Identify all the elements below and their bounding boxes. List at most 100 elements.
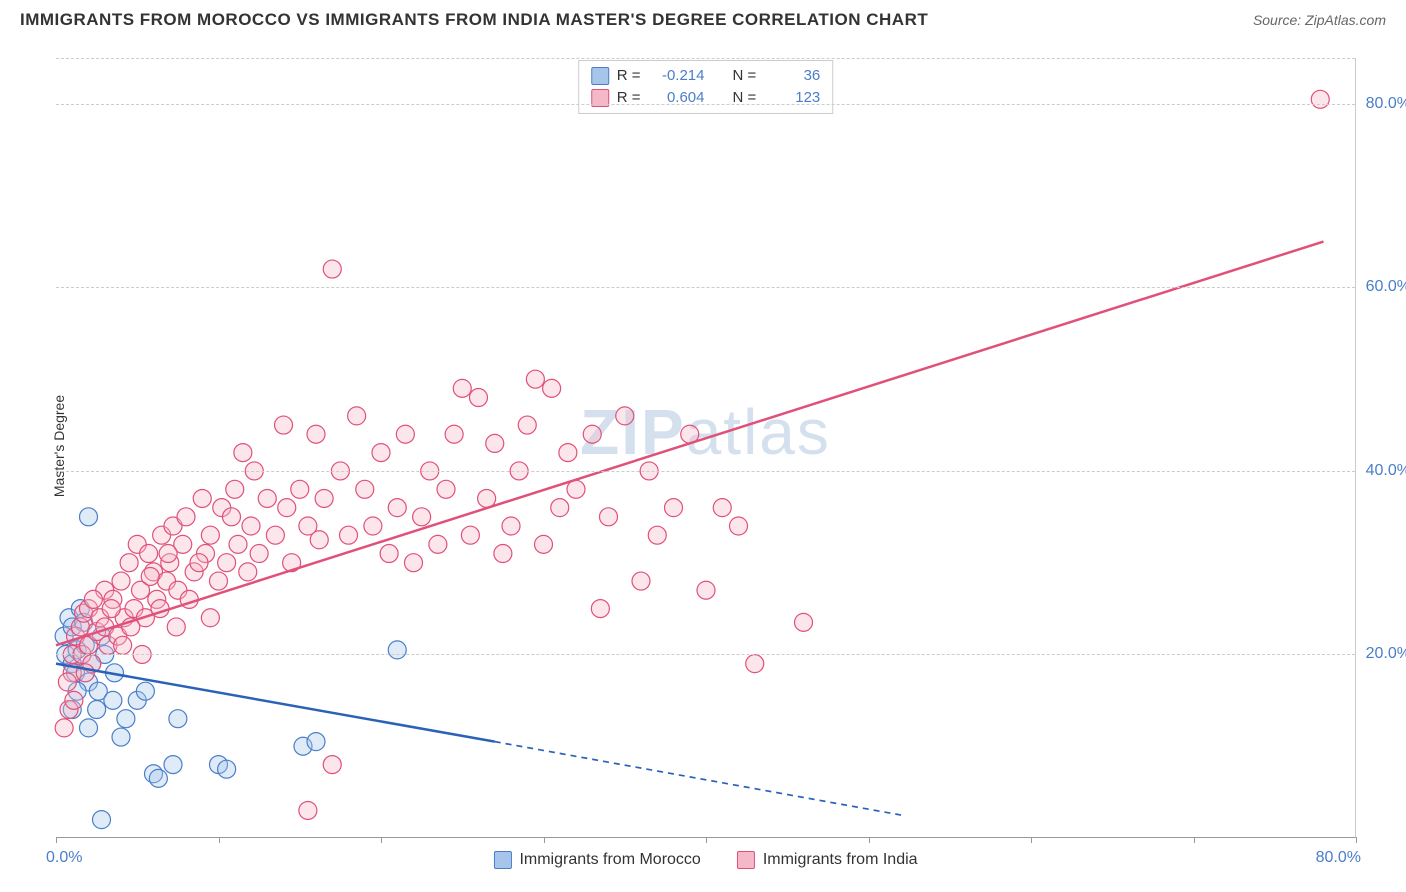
- data-point-india: [223, 508, 241, 526]
- data-point-india: [250, 545, 268, 563]
- swatch-morocco-icon: [493, 851, 511, 869]
- data-point-morocco: [80, 719, 98, 737]
- chart-header: IMMIGRANTS FROM MOROCCO VS IMMIGRANTS FR…: [0, 0, 1406, 34]
- data-point-india: [461, 526, 479, 544]
- data-point-india: [159, 545, 177, 563]
- data-point-india: [591, 600, 609, 618]
- y-tick-label: 20.0%: [1366, 645, 1406, 663]
- y-tick-label: 80.0%: [1366, 95, 1406, 113]
- y-tick-label: 40.0%: [1366, 462, 1406, 480]
- data-point-india: [55, 719, 73, 737]
- data-point-india: [291, 480, 309, 498]
- data-point-india: [239, 563, 257, 581]
- data-point-india: [234, 444, 252, 462]
- data-point-morocco: [104, 691, 122, 709]
- data-point-india: [141, 567, 159, 585]
- data-point-india: [356, 480, 374, 498]
- stats-row-india: R = 0.604 N = 123: [591, 87, 821, 109]
- data-point-india: [84, 590, 102, 608]
- data-point-morocco: [169, 710, 187, 728]
- data-point-india: [746, 655, 764, 673]
- data-point-india: [697, 581, 715, 599]
- data-point-morocco: [218, 760, 236, 778]
- data-point-morocco: [117, 710, 135, 728]
- data-point-morocco: [136, 682, 154, 700]
- x-axis-max-label: 80.0%: [1316, 849, 1361, 867]
- data-point-india: [323, 756, 341, 774]
- data-point-india: [665, 499, 683, 517]
- scatter-svg: [56, 58, 1355, 837]
- data-point-india: [600, 508, 618, 526]
- data-point-india: [453, 379, 471, 397]
- data-point-morocco: [112, 728, 130, 746]
- data-point-india: [229, 535, 247, 553]
- swatch-morocco: [591, 67, 609, 85]
- data-point-india: [470, 389, 488, 407]
- data-point-morocco: [80, 508, 98, 526]
- data-point-india: [429, 535, 447, 553]
- data-point-india: [396, 425, 414, 443]
- data-point-india: [502, 517, 520, 535]
- data-point-india: [372, 444, 390, 462]
- trendline-dash-morocco: [495, 742, 901, 815]
- data-point-india: [323, 260, 341, 278]
- data-point-india: [58, 673, 76, 691]
- chart-title: IMMIGRANTS FROM MOROCCO VS IMMIGRANTS FR…: [20, 10, 928, 30]
- data-point-india: [120, 554, 138, 572]
- data-point-india: [551, 499, 569, 517]
- data-point-india: [167, 618, 185, 636]
- data-point-morocco: [164, 756, 182, 774]
- data-point-india: [210, 572, 228, 590]
- data-point-india: [201, 526, 219, 544]
- data-point-india: [648, 526, 666, 544]
- swatch-india-icon: [737, 851, 755, 869]
- data-point-morocco: [88, 701, 106, 719]
- data-point-india: [486, 434, 504, 452]
- source-label: Source: ZipAtlas.com: [1253, 12, 1386, 28]
- data-point-india: [730, 517, 748, 535]
- data-point-india: [242, 517, 260, 535]
- series-legend: Immigrants from Morocco Immigrants from …: [493, 851, 917, 869]
- data-point-india: [1311, 90, 1329, 108]
- data-point-morocco: [149, 769, 167, 787]
- plot-area: ZIPatlas R = -0.214 N = 36 R = 0.604 N =…: [56, 58, 1356, 838]
- data-point-india: [348, 407, 366, 425]
- data-point-india: [307, 425, 325, 443]
- data-point-india: [193, 489, 211, 507]
- data-point-morocco: [388, 641, 406, 659]
- data-point-india: [616, 407, 634, 425]
- data-point-india: [526, 370, 544, 388]
- data-point-india: [266, 526, 284, 544]
- data-point-india: [535, 535, 553, 553]
- data-point-india: [567, 480, 585, 498]
- data-point-india: [310, 531, 328, 549]
- data-point-morocco: [307, 733, 325, 751]
- data-point-india: [494, 545, 512, 563]
- data-point-india: [177, 508, 195, 526]
- data-point-morocco: [93, 811, 111, 829]
- data-point-india: [380, 545, 398, 563]
- data-point-india: [445, 425, 463, 443]
- data-point-india: [405, 554, 423, 572]
- data-point-india: [218, 554, 236, 572]
- data-point-india: [583, 425, 601, 443]
- data-point-india: [413, 508, 431, 526]
- data-point-india: [315, 489, 333, 507]
- data-point-india: [543, 379, 561, 397]
- x-axis-min-label: 0.0%: [46, 849, 82, 867]
- stats-legend: R = -0.214 N = 36 R = 0.604 N = 123: [578, 60, 834, 114]
- data-point-india: [258, 489, 276, 507]
- data-point-india: [102, 600, 120, 618]
- data-point-india: [364, 517, 382, 535]
- data-point-india: [275, 416, 293, 434]
- data-point-india: [713, 499, 731, 517]
- data-point-india: [190, 554, 208, 572]
- data-point-india: [140, 545, 158, 563]
- data-point-india: [201, 609, 219, 627]
- data-point-india: [388, 499, 406, 517]
- data-point-india: [278, 499, 296, 517]
- y-tick-label: 60.0%: [1366, 278, 1406, 296]
- data-point-india: [340, 526, 358, 544]
- data-point-india: [518, 416, 536, 434]
- data-point-india: [114, 636, 132, 654]
